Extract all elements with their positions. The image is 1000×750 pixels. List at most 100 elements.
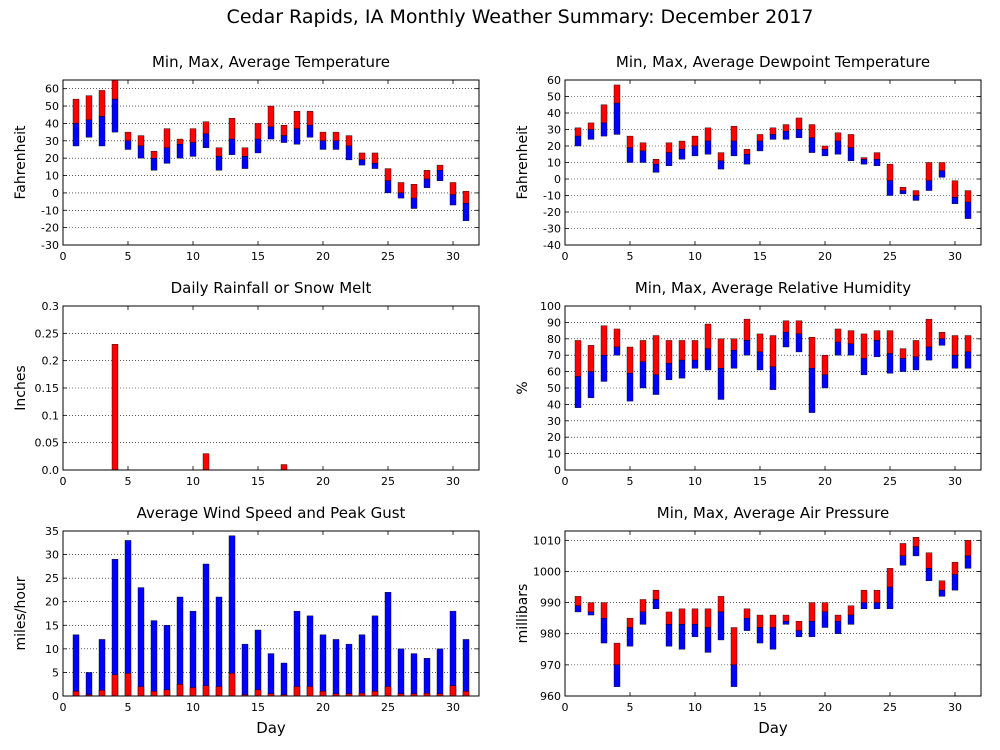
x-tick-label: 20 — [818, 701, 832, 714]
y-tick-label: 0 — [52, 187, 59, 200]
bar-peak-gust — [397, 648, 405, 697]
bar-min-to-avg — [665, 363, 673, 380]
bar-avg-to-max — [587, 602, 595, 613]
bar-avg-to-max — [691, 608, 699, 625]
bar-peak-gust — [436, 648, 444, 697]
bar-avg-to-max — [795, 320, 803, 335]
bar-avg-to-max — [626, 617, 634, 628]
y-tick-label: 20 — [547, 431, 561, 444]
y-axis-label: Fahrenheit — [13, 125, 29, 200]
plot-frame — [564, 530, 982, 697]
y-tick-label: 70 — [547, 349, 561, 362]
bar-min-to-avg — [423, 178, 431, 188]
bar-avg-to-max — [847, 134, 855, 148]
bar-min-to-avg — [397, 192, 405, 199]
y-tick-label: 0 — [554, 173, 561, 186]
bar-min-to-avg — [951, 355, 959, 369]
y-tick-label: 20 — [45, 596, 59, 609]
y-tick-label: 10 — [547, 157, 561, 170]
bar-peak-gust — [124, 540, 132, 697]
panel-humidity: Min, Max, Average Relative Humidity 0 10 20… — [515, 279, 982, 488]
bar-avg-to-max — [72, 98, 80, 124]
bar-min-to-avg — [678, 359, 686, 379]
y-tick-label: 0 — [52, 690, 59, 703]
bar-min-to-avg — [85, 119, 93, 138]
y-tick-label: 30 — [45, 549, 59, 562]
y-tick-label: 60 — [547, 74, 561, 87]
bar-peak-gust — [319, 634, 327, 697]
bar-min-to-avg — [860, 602, 868, 610]
x-tick-label: 10 — [688, 701, 702, 714]
bar-avg-speed — [293, 686, 301, 697]
bar-avg-to-max — [964, 335, 972, 353]
bar-avg-to-max — [639, 142, 647, 152]
bar-min-to-avg — [886, 353, 894, 374]
bar-min-to-avg — [639, 150, 647, 163]
y-tick-label: -30 — [543, 223, 561, 236]
bar-avg-to-max — [704, 323, 712, 349]
bar-min-to-avg — [873, 602, 881, 610]
bar-avg-to-max — [769, 127, 777, 135]
bar-min-to-avg — [163, 147, 171, 164]
bar-avg-to-max — [938, 332, 946, 339]
bar-min-to-avg — [574, 605, 582, 613]
bar-avg-to-max — [938, 162, 946, 171]
bar-avg-to-max — [834, 328, 842, 343]
y-tick-label: 5 — [52, 666, 59, 679]
bar-avg-to-max — [665, 340, 673, 364]
bar-min-to-avg — [743, 154, 751, 165]
bar-min-to-avg — [964, 201, 972, 219]
bar-avg-to-max — [332, 131, 340, 141]
x-axis-label: Day — [758, 719, 788, 737]
bar-min-to-avg — [215, 156, 223, 171]
bar-min-to-avg — [925, 346, 933, 361]
x-tick-label: 25 — [381, 475, 395, 488]
bar-avg-to-max — [756, 134, 764, 142]
chart-title: Average Wind Speed and Peak Gust — [137, 504, 406, 522]
y-tick-label: 50 — [547, 382, 561, 395]
bar-min-to-avg — [756, 351, 764, 371]
bar-avg-to-max — [613, 84, 621, 104]
bar-min-to-avg — [626, 627, 634, 647]
bar-avg-to-max — [462, 190, 470, 204]
bar-avg-to-max — [150, 151, 158, 159]
bar-precip — [280, 464, 288, 471]
x-tick-label: 10 — [688, 475, 702, 488]
x-tick-label: 5 — [627, 701, 634, 714]
x-tick-label: 30 — [948, 475, 962, 488]
y-tick-label: 60 — [45, 83, 59, 96]
x-tick-label: 10 — [186, 250, 200, 263]
bar-avg-to-max — [743, 149, 751, 155]
bar-avg-to-max — [860, 157, 868, 160]
y-tick-label: -10 — [543, 190, 561, 203]
bar-avg-to-max — [834, 614, 842, 622]
x-tick-label: 0 — [60, 475, 67, 488]
bar-min-to-avg — [574, 135, 582, 147]
bar-min-to-avg — [717, 611, 725, 641]
x-tick-label: 0 — [60, 250, 67, 263]
bar-avg-to-max — [306, 111, 314, 126]
bar-min-to-avg — [678, 624, 686, 650]
bar-avg-to-max — [717, 596, 725, 613]
bar-avg-to-max — [782, 320, 790, 333]
panel-temperature: Min, Max, Average Temperature -30 -20 -10 0 1… — [13, 53, 480, 263]
y-tick-label: 0.3 — [42, 300, 60, 313]
bar-avg-to-max — [665, 142, 673, 153]
y-tick-label: 20 — [45, 152, 59, 165]
bar-peak-gust — [150, 620, 158, 697]
x-tick-label: 0 — [562, 250, 569, 263]
bar-avg-to-max — [847, 605, 855, 616]
bar-peak-gust — [189, 610, 197, 697]
bar-min-to-avg — [912, 195, 920, 201]
bar-avg-to-max — [449, 182, 457, 195]
bar-min-to-avg — [873, 158, 881, 166]
bar-avg-speed — [384, 686, 392, 697]
bar-avg-to-max — [743, 318, 751, 341]
bar-avg-to-max — [574, 127, 582, 137]
bar-min-to-avg — [964, 351, 972, 369]
x-tick-label: 5 — [125, 701, 132, 714]
bar-min-to-avg — [410, 197, 418, 209]
bar-min-to-avg — [912, 356, 920, 371]
panel-pressure: Min, Max, Average Air Pressure 960 970 980 9… — [515, 504, 982, 737]
bar-min-to-avg — [462, 203, 470, 221]
